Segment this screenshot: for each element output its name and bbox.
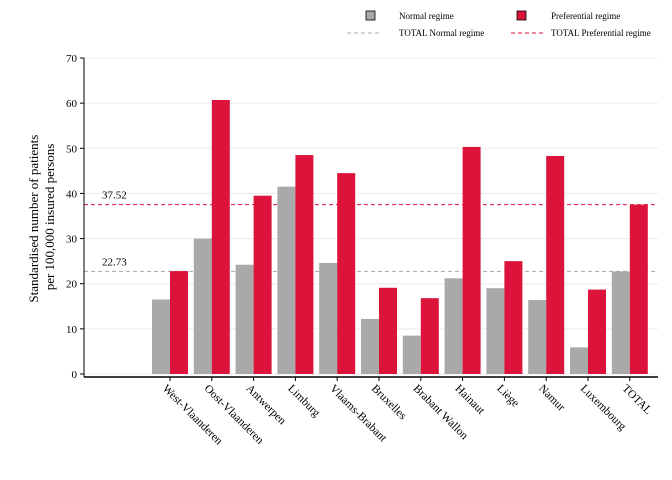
legend-swatch-normal: [365, 10, 376, 21]
legend-label-normal: Normal regime: [399, 11, 454, 21]
bar-preferential: [379, 287, 397, 374]
legend-swatch-preferential: [516, 10, 527, 21]
y-tick-labels: 0 10 20 30 40 50 60 70: [66, 53, 84, 381]
x-tick-labels: West-VlaanderenOost-VlaanderenAntwerpenL…: [160, 377, 654, 448]
bar-normal: [277, 186, 296, 374]
x-tick-label: TOTAL: [620, 383, 654, 417]
bar-preferential: [420, 298, 439, 374]
bar-normal: [611, 271, 630, 374]
bar-preferential: [629, 204, 648, 374]
x-tick-label: Namur: [536, 383, 567, 414]
bar-preferential: [253, 195, 272, 374]
legend-label-total-preferential: TOTAL Preferential regime: [551, 28, 651, 38]
bar-preferential: [546, 155, 565, 374]
y-axis-label: Standardised number of patients per 100,…: [26, 131, 57, 302]
legend: Normal regime Preferential regime TOTAL …: [347, 10, 651, 38]
legend-label-total-normal: TOTAL Normal regime: [399, 28, 484, 38]
y-axis-label-line-2: per 100,000 insured persons: [42, 144, 57, 291]
x-tick-label: Liège: [494, 383, 521, 410]
x-tick-label: Bruxelles: [369, 383, 409, 423]
bar-normal: [528, 299, 547, 374]
y-tick-label: 70: [66, 53, 78, 65]
y-tick-label: 10: [66, 324, 78, 336]
bar-preferential: [504, 261, 523, 374]
reference-line-label: 22.73: [102, 256, 127, 268]
bar-normal: [486, 288, 505, 374]
y-tick-label: 50: [66, 143, 78, 155]
bar-preferential: [170, 271, 188, 374]
y-axis-label-line-1: Standardised number of patients: [26, 135, 41, 303]
bar-preferential: [588, 289, 606, 374]
reference-lines: 22.73 37.52: [84, 190, 658, 272]
bar-normal: [319, 262, 338, 374]
bar-normal: [402, 335, 421, 374]
reference-line-label: 37.52: [102, 190, 127, 202]
axes: [83, 58, 658, 378]
y-tick-label: 30: [66, 234, 78, 246]
x-tick-label: Hainaut: [452, 383, 487, 418]
bar-preferential: [295, 155, 314, 374]
bar-preferential: [211, 99, 230, 375]
bar-normal: [361, 318, 379, 374]
legend-label-preferential: Preferential regime: [551, 11, 620, 21]
bar-normal: [570, 347, 588, 374]
bars: [152, 99, 648, 375]
y-tick-label: 0: [72, 369, 78, 381]
bar-preferential: [337, 173, 356, 374]
y-tick-label: 60: [66, 98, 78, 110]
bar-normal: [152, 299, 170, 374]
x-tick-label: Limburg: [285, 383, 322, 420]
bar-preferential: [462, 146, 481, 374]
bar-normal: [444, 278, 463, 374]
bar-normal: [193, 238, 212, 374]
y-tick-label: 20: [66, 279, 78, 291]
x-tick-label: Antwerpen: [243, 383, 288, 428]
y-tick-label: 40: [66, 188, 78, 200]
bar-normal: [235, 264, 254, 374]
